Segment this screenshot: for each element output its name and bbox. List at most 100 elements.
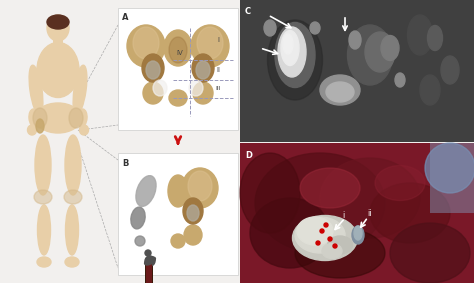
- Ellipse shape: [184, 225, 202, 245]
- Ellipse shape: [29, 65, 43, 115]
- Ellipse shape: [153, 80, 167, 96]
- Text: i: i: [342, 211, 344, 220]
- Text: C: C: [245, 8, 251, 16]
- Ellipse shape: [192, 54, 214, 82]
- Bar: [145, 263, 153, 283]
- Ellipse shape: [33, 108, 47, 128]
- Ellipse shape: [77, 109, 87, 127]
- Bar: [240, 143, 474, 283]
- Bar: [430, 143, 474, 213]
- Ellipse shape: [47, 15, 69, 41]
- Ellipse shape: [27, 125, 36, 135]
- Ellipse shape: [425, 143, 474, 193]
- Ellipse shape: [73, 65, 87, 115]
- Ellipse shape: [352, 226, 364, 244]
- Ellipse shape: [189, 80, 203, 96]
- Ellipse shape: [65, 135, 81, 195]
- Ellipse shape: [370, 183, 450, 243]
- Ellipse shape: [143, 82, 163, 104]
- Ellipse shape: [135, 236, 145, 246]
- Ellipse shape: [191, 25, 229, 67]
- Bar: [118, 8, 238, 130]
- Ellipse shape: [29, 109, 39, 127]
- Ellipse shape: [64, 190, 82, 204]
- Ellipse shape: [297, 217, 333, 245]
- Ellipse shape: [365, 32, 395, 72]
- Text: D: D: [245, 151, 252, 160]
- Ellipse shape: [80, 125, 89, 135]
- Ellipse shape: [37, 42, 79, 98]
- Ellipse shape: [267, 20, 322, 100]
- Ellipse shape: [145, 256, 155, 266]
- Bar: [53, 38, 63, 48]
- Ellipse shape: [133, 27, 159, 59]
- Ellipse shape: [295, 217, 345, 253]
- Ellipse shape: [65, 257, 79, 267]
- Ellipse shape: [164, 30, 192, 66]
- Ellipse shape: [320, 229, 324, 233]
- Text: I: I: [217, 37, 219, 43]
- Ellipse shape: [310, 22, 320, 34]
- Text: ii: ii: [368, 209, 372, 218]
- Ellipse shape: [188, 171, 212, 201]
- Ellipse shape: [255, 153, 385, 253]
- Ellipse shape: [283, 34, 293, 54]
- Ellipse shape: [264, 20, 276, 36]
- Ellipse shape: [250, 198, 330, 268]
- Ellipse shape: [193, 82, 213, 104]
- Ellipse shape: [131, 207, 145, 229]
- Ellipse shape: [35, 135, 51, 195]
- Ellipse shape: [187, 205, 199, 221]
- Ellipse shape: [349, 31, 361, 49]
- Ellipse shape: [281, 31, 299, 65]
- Ellipse shape: [390, 223, 470, 283]
- Ellipse shape: [333, 244, 337, 248]
- Ellipse shape: [69, 108, 83, 128]
- Ellipse shape: [47, 15, 69, 29]
- Ellipse shape: [37, 257, 51, 267]
- Ellipse shape: [145, 257, 155, 265]
- Ellipse shape: [328, 237, 332, 241]
- Ellipse shape: [169, 90, 187, 106]
- Ellipse shape: [36, 119, 44, 133]
- Ellipse shape: [182, 168, 218, 208]
- Ellipse shape: [196, 61, 210, 79]
- Ellipse shape: [324, 223, 328, 227]
- Ellipse shape: [275, 23, 315, 87]
- Ellipse shape: [65, 205, 79, 255]
- Ellipse shape: [326, 82, 354, 102]
- Ellipse shape: [34, 190, 52, 204]
- Ellipse shape: [441, 56, 459, 84]
- Ellipse shape: [395, 73, 405, 87]
- Bar: [118, 153, 238, 275]
- Bar: [240, 0, 474, 142]
- Ellipse shape: [127, 25, 165, 67]
- Text: A: A: [122, 14, 128, 23]
- Ellipse shape: [354, 226, 362, 240]
- Ellipse shape: [145, 250, 151, 256]
- Ellipse shape: [136, 176, 156, 206]
- Ellipse shape: [300, 168, 360, 208]
- Ellipse shape: [316, 241, 320, 245]
- Text: II: II: [216, 67, 220, 73]
- Ellipse shape: [320, 75, 360, 105]
- Ellipse shape: [381, 35, 399, 61]
- Ellipse shape: [183, 198, 203, 224]
- Ellipse shape: [320, 158, 420, 238]
- Ellipse shape: [347, 25, 392, 85]
- Ellipse shape: [420, 75, 440, 105]
- Text: III: III: [215, 85, 221, 91]
- Ellipse shape: [169, 37, 187, 63]
- Ellipse shape: [322, 243, 342, 258]
- Ellipse shape: [328, 236, 353, 254]
- Ellipse shape: [168, 175, 188, 207]
- Ellipse shape: [171, 234, 185, 248]
- Text: IV: IV: [177, 50, 183, 56]
- Bar: [146, 263, 152, 283]
- Text: B: B: [122, 158, 128, 168]
- Ellipse shape: [197, 27, 223, 59]
- Ellipse shape: [240, 153, 300, 233]
- Ellipse shape: [278, 27, 306, 77]
- Ellipse shape: [375, 166, 425, 200]
- Ellipse shape: [146, 61, 160, 79]
